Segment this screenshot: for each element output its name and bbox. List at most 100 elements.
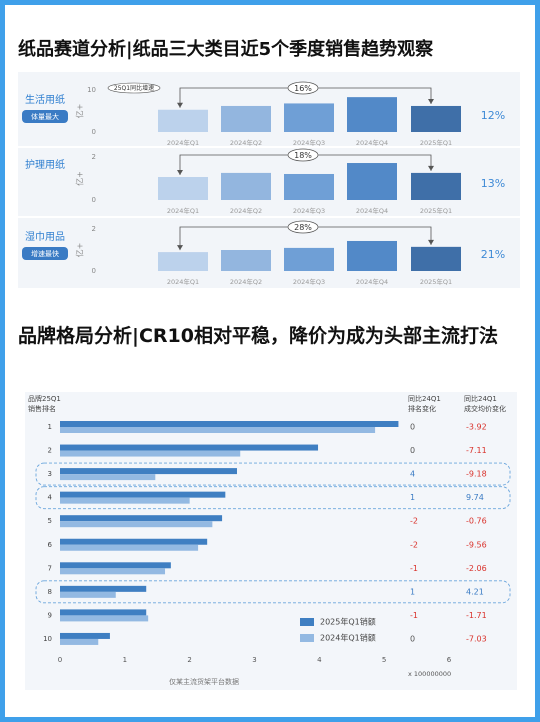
bar	[60, 474, 156, 481]
column-value: -2	[410, 517, 418, 526]
x-tick-label: 2024年Q2	[230, 206, 262, 215]
bar	[60, 609, 147, 616]
bar	[60, 568, 166, 575]
bar	[60, 468, 237, 475]
x-unit: x 100000000	[408, 670, 451, 678]
growth-label: 28%	[294, 223, 312, 232]
x-tick-label: 2024年Q1	[167, 206, 199, 215]
x-tick-label: 5	[382, 656, 386, 664]
column-value: -7.03	[466, 634, 487, 643]
bar	[60, 615, 149, 622]
growth-label: 16%	[294, 84, 312, 93]
legend-swatch	[300, 618, 314, 626]
arrow-head	[428, 98, 434, 104]
column-value: -1.71	[466, 611, 487, 620]
bar	[60, 491, 226, 498]
growth-badge	[287, 148, 319, 162]
y-tick-label: 10	[43, 635, 52, 643]
bar	[284, 247, 334, 271]
x-tick-label: 6	[447, 656, 452, 664]
x-tick-label: 2024年Q4	[356, 206, 388, 215]
column-value: -9.18	[466, 470, 487, 479]
section-title: 品牌格局分析|CR10相对平稳，降价为成为头部主流打法	[18, 325, 498, 347]
y-tick-label: 9	[48, 611, 52, 619]
x-tick-label: 3	[252, 656, 256, 664]
x-tick-label: 2024年Q3	[293, 277, 325, 286]
y-axis-label: 亿+	[75, 104, 85, 119]
bar	[221, 172, 271, 200]
header: 销售排名	[28, 404, 56, 413]
column-value: 1	[410, 493, 415, 502]
cagr-value: 12%	[481, 109, 505, 122]
bar	[60, 585, 147, 592]
bar	[60, 591, 116, 598]
category-title: 湿巾用品	[25, 230, 65, 243]
column-value: -2.06	[466, 564, 487, 573]
badge-text: 增速最快	[31, 249, 59, 258]
x-tick-label: 2	[187, 656, 191, 664]
category-title: 生活用纸	[25, 93, 65, 106]
y-tick-label: 2	[92, 153, 96, 161]
header: 同比24Q1	[408, 394, 441, 403]
y-tick-label: 6	[48, 541, 53, 549]
growth-badge	[287, 220, 319, 234]
bar	[60, 421, 399, 427]
x-tick-label: 4	[317, 656, 322, 664]
bar	[60, 544, 199, 551]
x-tick-label: 1	[123, 656, 127, 664]
badge	[22, 110, 68, 123]
bar	[60, 497, 190, 504]
bar	[411, 246, 461, 271]
y-tick-label: 2	[48, 447, 52, 455]
arrow-head	[177, 169, 183, 175]
bar	[347, 163, 397, 200]
y-tick-label: 0	[92, 267, 96, 275]
header: 品牌25Q1	[28, 394, 61, 403]
bar	[60, 450, 241, 457]
x-tick-label: 2024年Q3	[293, 138, 325, 147]
column-value: -3.92	[466, 423, 487, 432]
cagr-value: 21%	[481, 248, 505, 261]
highlight-box	[35, 486, 511, 510]
y-tick-label: 2	[92, 225, 96, 233]
growth-label: 18%	[294, 151, 312, 160]
x-tick-label: 2025年Q1	[420, 277, 452, 286]
x-tick-label: 0	[58, 656, 62, 664]
legend-label: 2025年Q1销额	[320, 617, 376, 627]
arrow-head	[428, 239, 434, 245]
bar	[60, 427, 376, 433]
bar	[60, 638, 99, 645]
column-value: -0.76	[466, 517, 487, 526]
badge-text: 体量最大	[31, 112, 59, 121]
x-tick-label: 2024年Q4	[356, 277, 388, 286]
note-badge	[107, 82, 161, 94]
bar	[158, 109, 208, 132]
y-tick-label: 0	[92, 128, 96, 136]
header: 同比24Q1	[464, 394, 497, 403]
bar	[221, 250, 271, 271]
bar	[158, 252, 208, 271]
arrow-head	[177, 245, 183, 251]
legend-label: 2024年Q1销额	[320, 633, 376, 643]
x-tick-label: 2024年Q2	[230, 138, 262, 147]
arrow-head	[177, 102, 183, 108]
x-tick-label: 2025年Q1	[420, 206, 452, 215]
bar	[347, 240, 397, 271]
column-value: -2	[410, 540, 418, 549]
bar	[60, 515, 223, 522]
category-title: 护理用纸	[25, 158, 65, 171]
x-tick-label: 2024年Q4	[356, 138, 388, 147]
legend-swatch	[300, 634, 314, 642]
header: 成交均价变化	[464, 404, 506, 413]
x-tick-label: 2025年Q1	[420, 138, 452, 147]
footnote: 仅某主流货架平台数据	[169, 677, 239, 686]
note: 25Q1同比增速	[114, 84, 154, 92]
arrow-head	[428, 165, 434, 171]
bar	[411, 105, 461, 132]
bar	[284, 173, 334, 200]
x-tick-label: 2024年Q3	[293, 206, 325, 215]
y-tick-label: 4	[48, 494, 53, 502]
bar	[60, 632, 110, 639]
bar	[221, 105, 271, 132]
